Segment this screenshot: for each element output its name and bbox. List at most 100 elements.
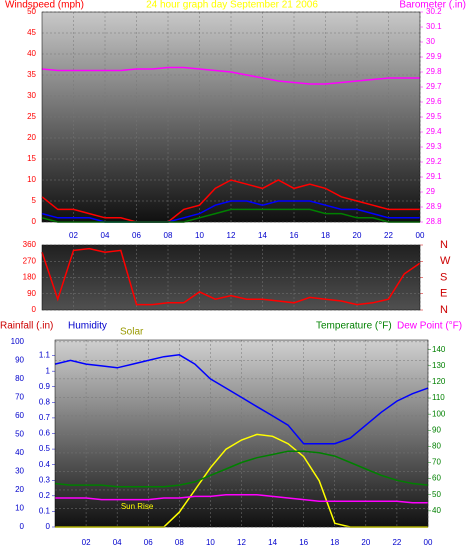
legend-label: Dew Point (°F) (397, 321, 462, 332)
y3-tick-label: 0 (46, 522, 51, 531)
y3-tick-label: 0.7 (39, 413, 51, 422)
x-tick-label: 00 (424, 538, 433, 547)
plot-frame (54, 339, 429, 528)
y3-tick-label: 0.3 (39, 475, 51, 484)
y2-tick-label: 30.2 (426, 7, 442, 16)
x-tick-label: 18 (330, 538, 339, 547)
y2-tick-label: 29.7 (426, 82, 442, 91)
y-tick-label: 0 (32, 305, 37, 314)
x-tick-label: 12 (237, 538, 246, 547)
y3-tick-label: 0.2 (39, 491, 51, 500)
y3-tick-label: 1.1 (39, 351, 51, 360)
y-tick-label: 40 (15, 448, 24, 457)
y2-tick-label: 120 (432, 377, 446, 386)
chart-title: 24 hour graph day September 21 2006 (146, 0, 318, 11)
y2-tick-label: 29.3 (426, 142, 442, 151)
y3-tick-label: 0.4 (39, 460, 51, 469)
y-tick-label: 360 (23, 240, 37, 249)
rainfall-label: Rainfall (.in) (0, 321, 53, 332)
y-tick-label: 50 (27, 7, 36, 16)
y2-tick-label: 60 (432, 474, 441, 483)
y2-tick-label: 70 (432, 458, 441, 467)
y-axis-label: Windspeed (mph) (5, 0, 84, 11)
y-tick-label: 0 (32, 217, 37, 226)
series-line (41, 179, 420, 223)
plot-frame (41, 11, 421, 223)
y2-tick-label: N (440, 239, 448, 251)
x-tick-label: 22 (384, 231, 393, 240)
y2-tick-label: N (440, 304, 448, 316)
y3-tick-label: 1 (46, 366, 51, 375)
series-line (41, 66, 420, 85)
y-tick-label: 100 (11, 337, 25, 346)
x-tick-label: 00 (416, 231, 425, 240)
y2-axis-label: Barometer (.in) (399, 0, 466, 11)
y3-tick-label: 0.1 (39, 507, 51, 516)
x-tick-label: 06 (144, 538, 153, 547)
y2-tick-label: 110 (432, 393, 445, 402)
y2-tick-label: 80 (432, 442, 441, 451)
y-tick-label: 10 (27, 175, 36, 184)
x-tick-label: 16 (290, 231, 299, 240)
x-tick-label: 20 (353, 231, 362, 240)
legend-label: Temperature (°F) (316, 321, 392, 332)
y2-tick-label: 40 (432, 506, 441, 515)
x-tick-label: 22 (392, 538, 401, 547)
x-tick-label: 18 (321, 231, 330, 240)
y2-tick-label: 28.8 (426, 217, 442, 226)
x-tick-label: 04 (113, 538, 122, 547)
y3-tick-label: 0.9 (39, 382, 51, 391)
y2-tick-label: 29.1 (426, 172, 442, 181)
x-tick-label: 10 (206, 538, 215, 547)
y2-tick-label: 29 (426, 187, 435, 196)
x-tick-label: 14 (258, 231, 267, 240)
y-tick-label: 70 (15, 393, 24, 402)
series-line (54, 450, 429, 488)
x-tick-label: 08 (175, 538, 184, 547)
y2-tick-label: 100 (432, 409, 446, 418)
y-tick-label: 45 (27, 28, 36, 37)
y2-tick-label: 29.2 (426, 157, 442, 166)
y2-tick-label: 30.1 (426, 22, 442, 31)
y3-tick-label: 0.6 (39, 429, 51, 438)
y-tick-label: 60 (15, 411, 24, 420)
x-tick-label: 06 (132, 231, 141, 240)
legend-label: Humidity (68, 321, 107, 332)
y-tick-label: 5 (32, 196, 37, 205)
y-tick-label: 35 (27, 70, 36, 79)
y2-tick-label: 30 (426, 37, 435, 46)
x-tick-label: 02 (69, 231, 78, 240)
x-tick-label: 08 (164, 231, 173, 240)
y2-tick-label: 29.5 (426, 112, 442, 121)
y-tick-label: 10 (15, 504, 24, 513)
series-line (54, 354, 429, 445)
y2-tick-label: E (440, 288, 447, 300)
y2-tick-label: S (440, 271, 447, 283)
y2-tick-label: 28.9 (426, 202, 442, 211)
y2-tick-label: 130 (432, 361, 446, 370)
y-tick-label: 50 (15, 430, 24, 439)
x-tick-label: 12 (227, 231, 236, 240)
y3-tick-label: 0.8 (39, 397, 51, 406)
y-tick-label: 25 (27, 112, 36, 121)
annotation: Sun Rise (121, 502, 154, 511)
y2-tick-label: 140 (432, 345, 446, 354)
y2-tick-label: 90 (432, 425, 441, 434)
y3-tick-label: 0.5 (39, 444, 51, 453)
series-line (41, 247, 421, 306)
y2-tick-label: 29.8 (426, 67, 442, 76)
y2-tick-label: 29.9 (426, 52, 442, 61)
x-tick-label: 14 (268, 538, 277, 547)
x-tick-label: 10 (195, 231, 204, 240)
y2-tick-label: W (440, 255, 451, 267)
y-tick-label: 30 (27, 91, 36, 100)
x-tick-label: 04 (101, 231, 110, 240)
y-tick-label: 15 (27, 154, 36, 163)
y-tick-label: 40 (27, 49, 36, 58)
x-tick-label: 16 (299, 538, 308, 547)
y-tick-label: 80 (15, 374, 24, 383)
y-tick-label: 20 (27, 133, 36, 142)
x-tick-label: 02 (82, 538, 91, 547)
x-tick-label: 20 (361, 538, 370, 547)
